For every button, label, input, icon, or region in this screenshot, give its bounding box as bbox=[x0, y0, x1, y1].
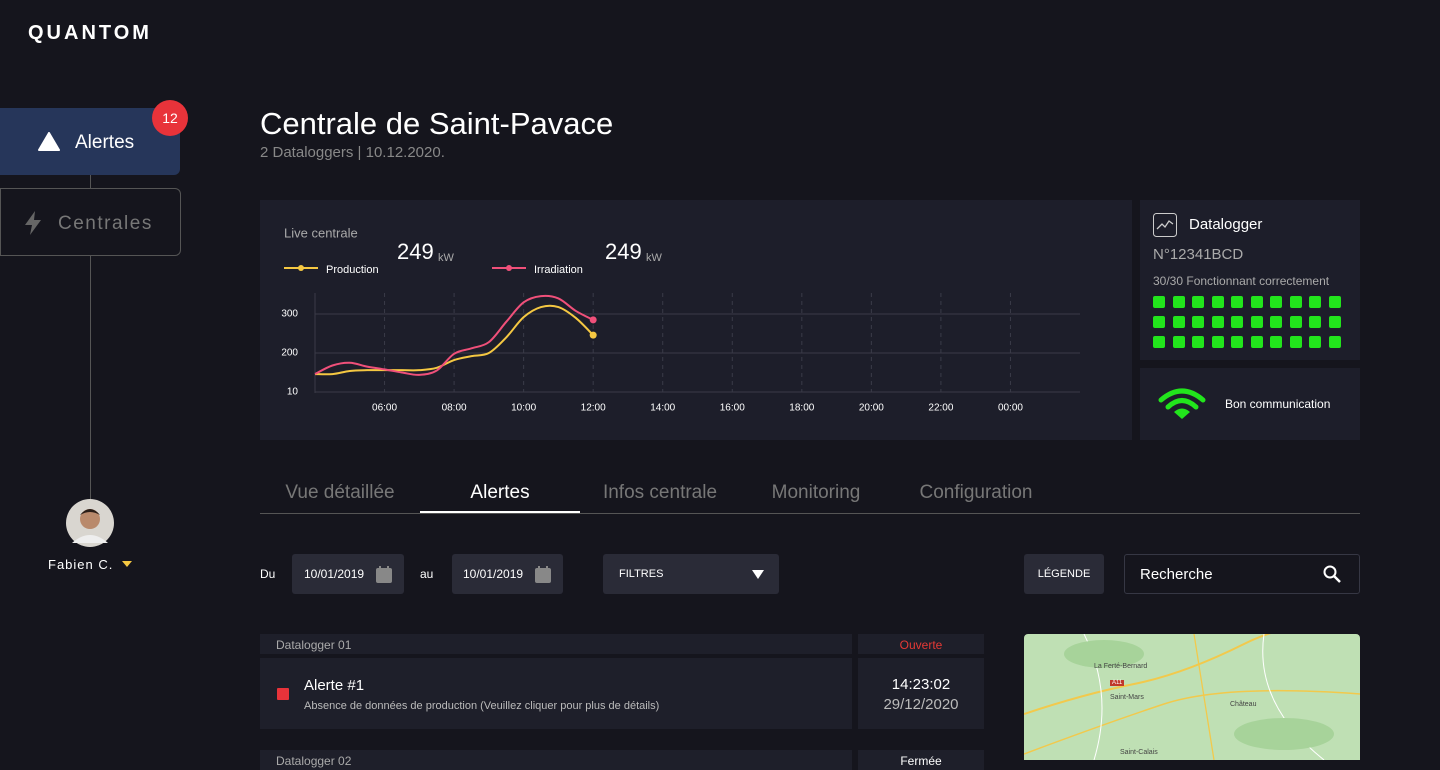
alert-time: 14:23:02 bbox=[891, 676, 951, 693]
badge: 12 bbox=[152, 100, 188, 136]
datalogger-status: 30/30 Fonctionnant correctement bbox=[1153, 274, 1330, 288]
x-tick-label: 00:00 bbox=[998, 403, 1023, 414]
group-header: Datalogger 01 bbox=[260, 634, 852, 654]
series-line bbox=[314, 304, 594, 376]
calendar-icon bbox=[376, 566, 392, 583]
from-label: Du bbox=[260, 567, 276, 581]
x-tick-label: 16:00 bbox=[720, 403, 745, 414]
y-tick-label: 300 bbox=[281, 309, 298, 320]
x-tick-label: 06:00 bbox=[372, 403, 397, 414]
map-roads bbox=[1024, 634, 1360, 760]
user-name[interactable]: Fabien C. bbox=[48, 557, 114, 572]
alert-title: Alerte #1 bbox=[304, 677, 365, 694]
search-placeholder: Recherche bbox=[1140, 566, 1213, 583]
alert-description: Absence de données de production (Veuill… bbox=[304, 700, 660, 712]
series-end-dot bbox=[589, 316, 597, 324]
legend-label: Production bbox=[326, 264, 379, 276]
x-tick-label: 08:00 bbox=[442, 403, 467, 414]
series-line bbox=[314, 294, 594, 376]
tab[interactable]: Vue détaillée bbox=[285, 482, 395, 503]
map-label: A11 bbox=[1110, 680, 1125, 686]
datalogger-name: Datalogger 02 bbox=[276, 754, 352, 768]
series-end-dot bbox=[589, 331, 597, 339]
datalogger-panel: Datalogger N°12341BCD 30/30 Fonctionnant… bbox=[1140, 200, 1360, 360]
legend-dot bbox=[506, 265, 512, 271]
legend-dot bbox=[298, 265, 304, 271]
search-icon bbox=[1323, 565, 1341, 583]
tab[interactable]: Configuration bbox=[919, 482, 1033, 503]
tabs-line bbox=[260, 513, 1360, 514]
date-value: 10/01/2019 bbox=[304, 567, 365, 581]
tab[interactable]: Infos centrale bbox=[602, 482, 718, 503]
datalogger-title: Datalogger bbox=[1189, 216, 1263, 233]
dropdown-caret bbox=[752, 570, 764, 579]
x-tick-label: 12:00 bbox=[581, 403, 606, 414]
communication-panel: Bon communication bbox=[1140, 368, 1360, 440]
filters-dropdown[interactable]: FILTRES bbox=[603, 554, 779, 594]
bolt-icon bbox=[25, 211, 41, 235]
y-tick-label: 200 bbox=[281, 348, 298, 359]
x-tick-label: 10:00 bbox=[511, 403, 536, 414]
wifi-icon bbox=[1158, 388, 1206, 419]
tab[interactable]: Alertes bbox=[470, 482, 530, 503]
alert-date: 29/12/2020 bbox=[883, 696, 959, 713]
alert-timestamp: 14:23:02 29/12/2020 bbox=[858, 658, 984, 729]
nav-centrales[interactable]: Centrales bbox=[0, 188, 181, 256]
nav-alertes[interactable]: Alertes bbox=[0, 108, 180, 175]
sidebar-line bbox=[90, 175, 91, 505]
avatar[interactable] bbox=[66, 499, 114, 547]
legend-label: Irradiation bbox=[534, 264, 583, 276]
group-status: Fermée bbox=[858, 750, 984, 770]
map-label: La Ferté-Bernard bbox=[1094, 663, 1148, 670]
alert-icon bbox=[38, 132, 60, 151]
alert-row[interactable]: Alerte #1 Absence de données de producti… bbox=[260, 658, 852, 729]
active-tab-underline bbox=[420, 511, 580, 513]
x-tick-label: 18:00 bbox=[789, 403, 814, 414]
nav-label: Centrales bbox=[58, 213, 153, 234]
live-panel: Live centrale 10 200 300 06:00 08:00 10:00 12:… bbox=[260, 200, 1132, 440]
filters-label: FILTRES bbox=[619, 568, 664, 580]
logo[interactable]: QUANTOM bbox=[28, 22, 152, 44]
to-label: au bbox=[420, 567, 434, 581]
date-to[interactable]: 10/01/2019 bbox=[452, 554, 563, 594]
legend-unit: kW bbox=[646, 252, 663, 264]
legend-unit: kW bbox=[438, 252, 455, 264]
map-label: Saint-Mars bbox=[1110, 694, 1144, 701]
x-tick-label: 14:00 bbox=[650, 403, 675, 414]
legend-value: 249 bbox=[397, 239, 434, 264]
chart: Live centrale 10 200 300 06:00 08:00 10:00 12:… bbox=[281, 225, 1080, 414]
communication-status: Bon communication bbox=[1225, 397, 1331, 411]
page-title: Centrale de Saint-Pavace bbox=[260, 106, 614, 141]
x-tick-label: 20:00 bbox=[859, 403, 884, 414]
calendar-icon bbox=[535, 566, 551, 583]
caret bbox=[122, 561, 132, 567]
datalogger-grid bbox=[1153, 296, 1341, 348]
search-box[interactable]: Recherche bbox=[1124, 554, 1360, 594]
datalogger-name: Datalogger 01 bbox=[276, 638, 352, 652]
datalogger-icon bbox=[1153, 213, 1177, 237]
page-subtitle: 2 Dataloggers | 10.12.2020. bbox=[260, 144, 445, 161]
datalogger-id: N°12341BCD bbox=[1153, 246, 1244, 263]
map-label: Château bbox=[1230, 701, 1257, 708]
y-tick-label: 10 bbox=[287, 387, 299, 398]
date-value: 10/01/2019 bbox=[463, 567, 524, 581]
x-tick-label: 22:00 bbox=[928, 403, 953, 414]
map-label: Saint-Calais bbox=[1120, 749, 1158, 756]
legend-value: 249 bbox=[605, 239, 642, 264]
chart-title: Live centrale bbox=[284, 225, 358, 240]
group-status: Ouverte bbox=[858, 634, 984, 654]
date-from[interactable]: 10/01/2019 bbox=[292, 554, 404, 594]
nav-label: Alertes bbox=[75, 132, 135, 153]
alert-indicator bbox=[277, 688, 289, 700]
legend-button[interactable]: LÉGENDE bbox=[1024, 554, 1104, 594]
group-header: Datalogger 02 bbox=[260, 750, 852, 770]
map[interactable]: La Ferté-Bernard A11 Saint-Mars Château … bbox=[1024, 634, 1360, 760]
tab[interactable]: Monitoring bbox=[771, 482, 861, 503]
